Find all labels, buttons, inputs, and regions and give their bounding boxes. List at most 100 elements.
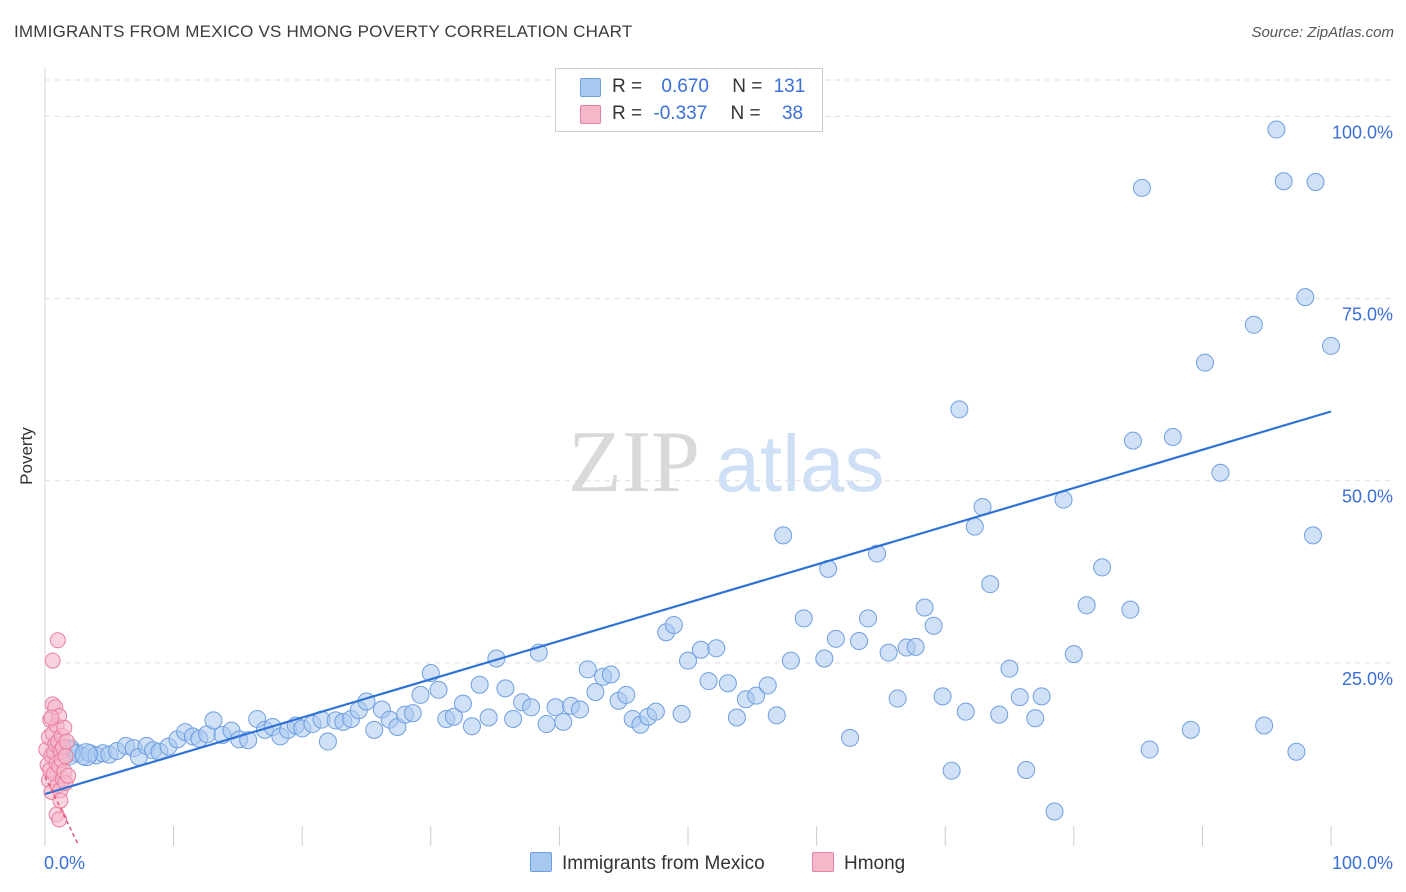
point-mexico-extra-9 [1267,120,1286,139]
point-mexico-extra-11 [1287,742,1306,761]
legend-n-label: N = [730,103,761,124]
legend-r-value-mexico: 0.670 [661,76,709,97]
legend-n-value-hmong: 38 [781,103,804,124]
point-mexico-extra-10 [1274,172,1293,191]
bottom-legend-label-hmong: Hmong [844,853,906,874]
bottom-legend-hmong: Hmong [812,852,905,875]
point-mexico-53 [453,694,472,713]
y-tick-labels: 25.0% 50.0% 75.0% 100.0% [1332,122,1393,688]
point-mexico-22 [204,711,223,730]
legend-n-label: N = [732,76,763,97]
point-mexico-91 [774,526,793,545]
point-mexico-47 [403,704,422,723]
y-tick-label-50: 50.0% [1342,487,1393,507]
point-mexico-125 [1121,600,1140,619]
point-mexico-100 [868,544,887,563]
legend-n-value-mexico: 131 [773,76,806,97]
point-mexico-96 [826,629,845,648]
point-mexico-extra-0 [1140,740,1159,759]
point-mexico-116 [1010,688,1029,707]
point-mexico-36 [318,732,337,751]
point-mexico-84 [707,639,726,658]
point-mexico-81 [679,651,697,670]
point-mexico-82 [691,640,710,659]
point-mexico-90 [767,706,786,725]
point-mexico-85 [718,674,737,693]
point-mexico-extra-1 [1163,428,1182,446]
point-mexico-48 [411,685,430,704]
point-mexico-55 [470,675,489,694]
point-mexico-108 [942,761,961,780]
point-mexico-extra-7 [1296,288,1315,307]
point-mexico-99 [859,609,878,628]
point-mexico-109 [950,400,969,419]
point-mexico-93 [794,609,813,628]
series-mexico-points [47,120,1340,821]
point-mexico-extra-13 [1322,336,1340,355]
point-mexico-69 [586,683,605,701]
point-mexico-57 [487,649,506,668]
point-hmong-26 [56,719,73,736]
gridlines [44,68,1392,845]
legend-r-label: R = [612,76,643,97]
point-mexico-97 [841,728,860,747]
chart-title: IMMIGRANTS FROM MEXICO VS HMONG POVERTY … [14,22,633,41]
point-mexico-71 [601,665,620,684]
point-mexico-extra-3 [1195,353,1214,372]
y-tick-label-100: 100.0% [1332,122,1393,142]
point-mexico-92 [781,651,800,670]
point-mexico-119 [1032,687,1051,706]
bottom-legend-mexico: Immigrants from Mexico [530,852,765,875]
x-tick-labels: 0.0% 100.0% [44,853,1393,873]
point-mexico-58 [496,679,515,698]
point-mexico-117 [1017,760,1036,779]
point-mexico-59 [504,709,523,728]
point-hmong-30 [58,733,75,750]
point-mexico-50 [429,680,448,699]
point-mexico-extra-4 [1211,463,1230,482]
point-mexico-122 [1064,645,1083,664]
series-hmong-points [38,632,77,828]
point-mexico-98 [850,632,869,650]
watermark-atlas: atlas [716,419,885,508]
point-mexico-56 [479,708,498,727]
point-mexico-83 [699,672,718,691]
point-hmong-36 [43,709,60,726]
point-mexico-89 [758,676,777,695]
point-mexico-88 [747,686,766,705]
y-tick-label-75: 75.0% [1342,305,1393,325]
legend-r-label: R = [612,103,643,124]
point-mexico-118 [1026,709,1045,728]
point-mexico-extra-5 [1244,315,1263,334]
point-mexico-115 [1000,659,1019,678]
point-mexico-126 [1123,431,1142,450]
point-mexico-68 [578,660,597,679]
point-mexico-extra-2 [1181,720,1200,739]
watermark-zip: ZIP [568,414,700,511]
point-mexico-105 [915,598,934,617]
bottom-legend-swatch-mexico [530,852,552,872]
point-mexico-102 [888,689,907,708]
point-mexico-extra-8 [1303,526,1322,545]
legend-r-value-hmong: -0.337 [653,103,708,124]
point-mexico-cluster-1 [74,743,98,767]
point-mexico-111 [965,517,984,536]
point-mexico-65 [554,712,573,731]
point-hmong-32 [49,632,66,649]
point-mexico-extra-12 [1306,173,1325,191]
trend-lines [44,410,1332,846]
point-mexico-113 [981,575,1000,594]
point-mexico-77 [646,702,665,721]
correlation-legend: R = 0.670 N = 131 R = -0.337 N = 38 [555,68,823,132]
point-mexico-61 [522,698,541,717]
x-tick-label-min: 0.0% [44,853,85,873]
point-mexico-42 [365,720,384,739]
point-hmong-31 [60,767,77,784]
watermark: ZIP atlas [568,414,884,511]
x-tick-label-max: 100.0% [1332,853,1393,873]
point-mexico-110 [956,702,975,721]
point-mexico-104 [906,637,925,656]
legend-swatch-mexico [580,78,601,97]
point-mexico-120 [1045,802,1064,821]
